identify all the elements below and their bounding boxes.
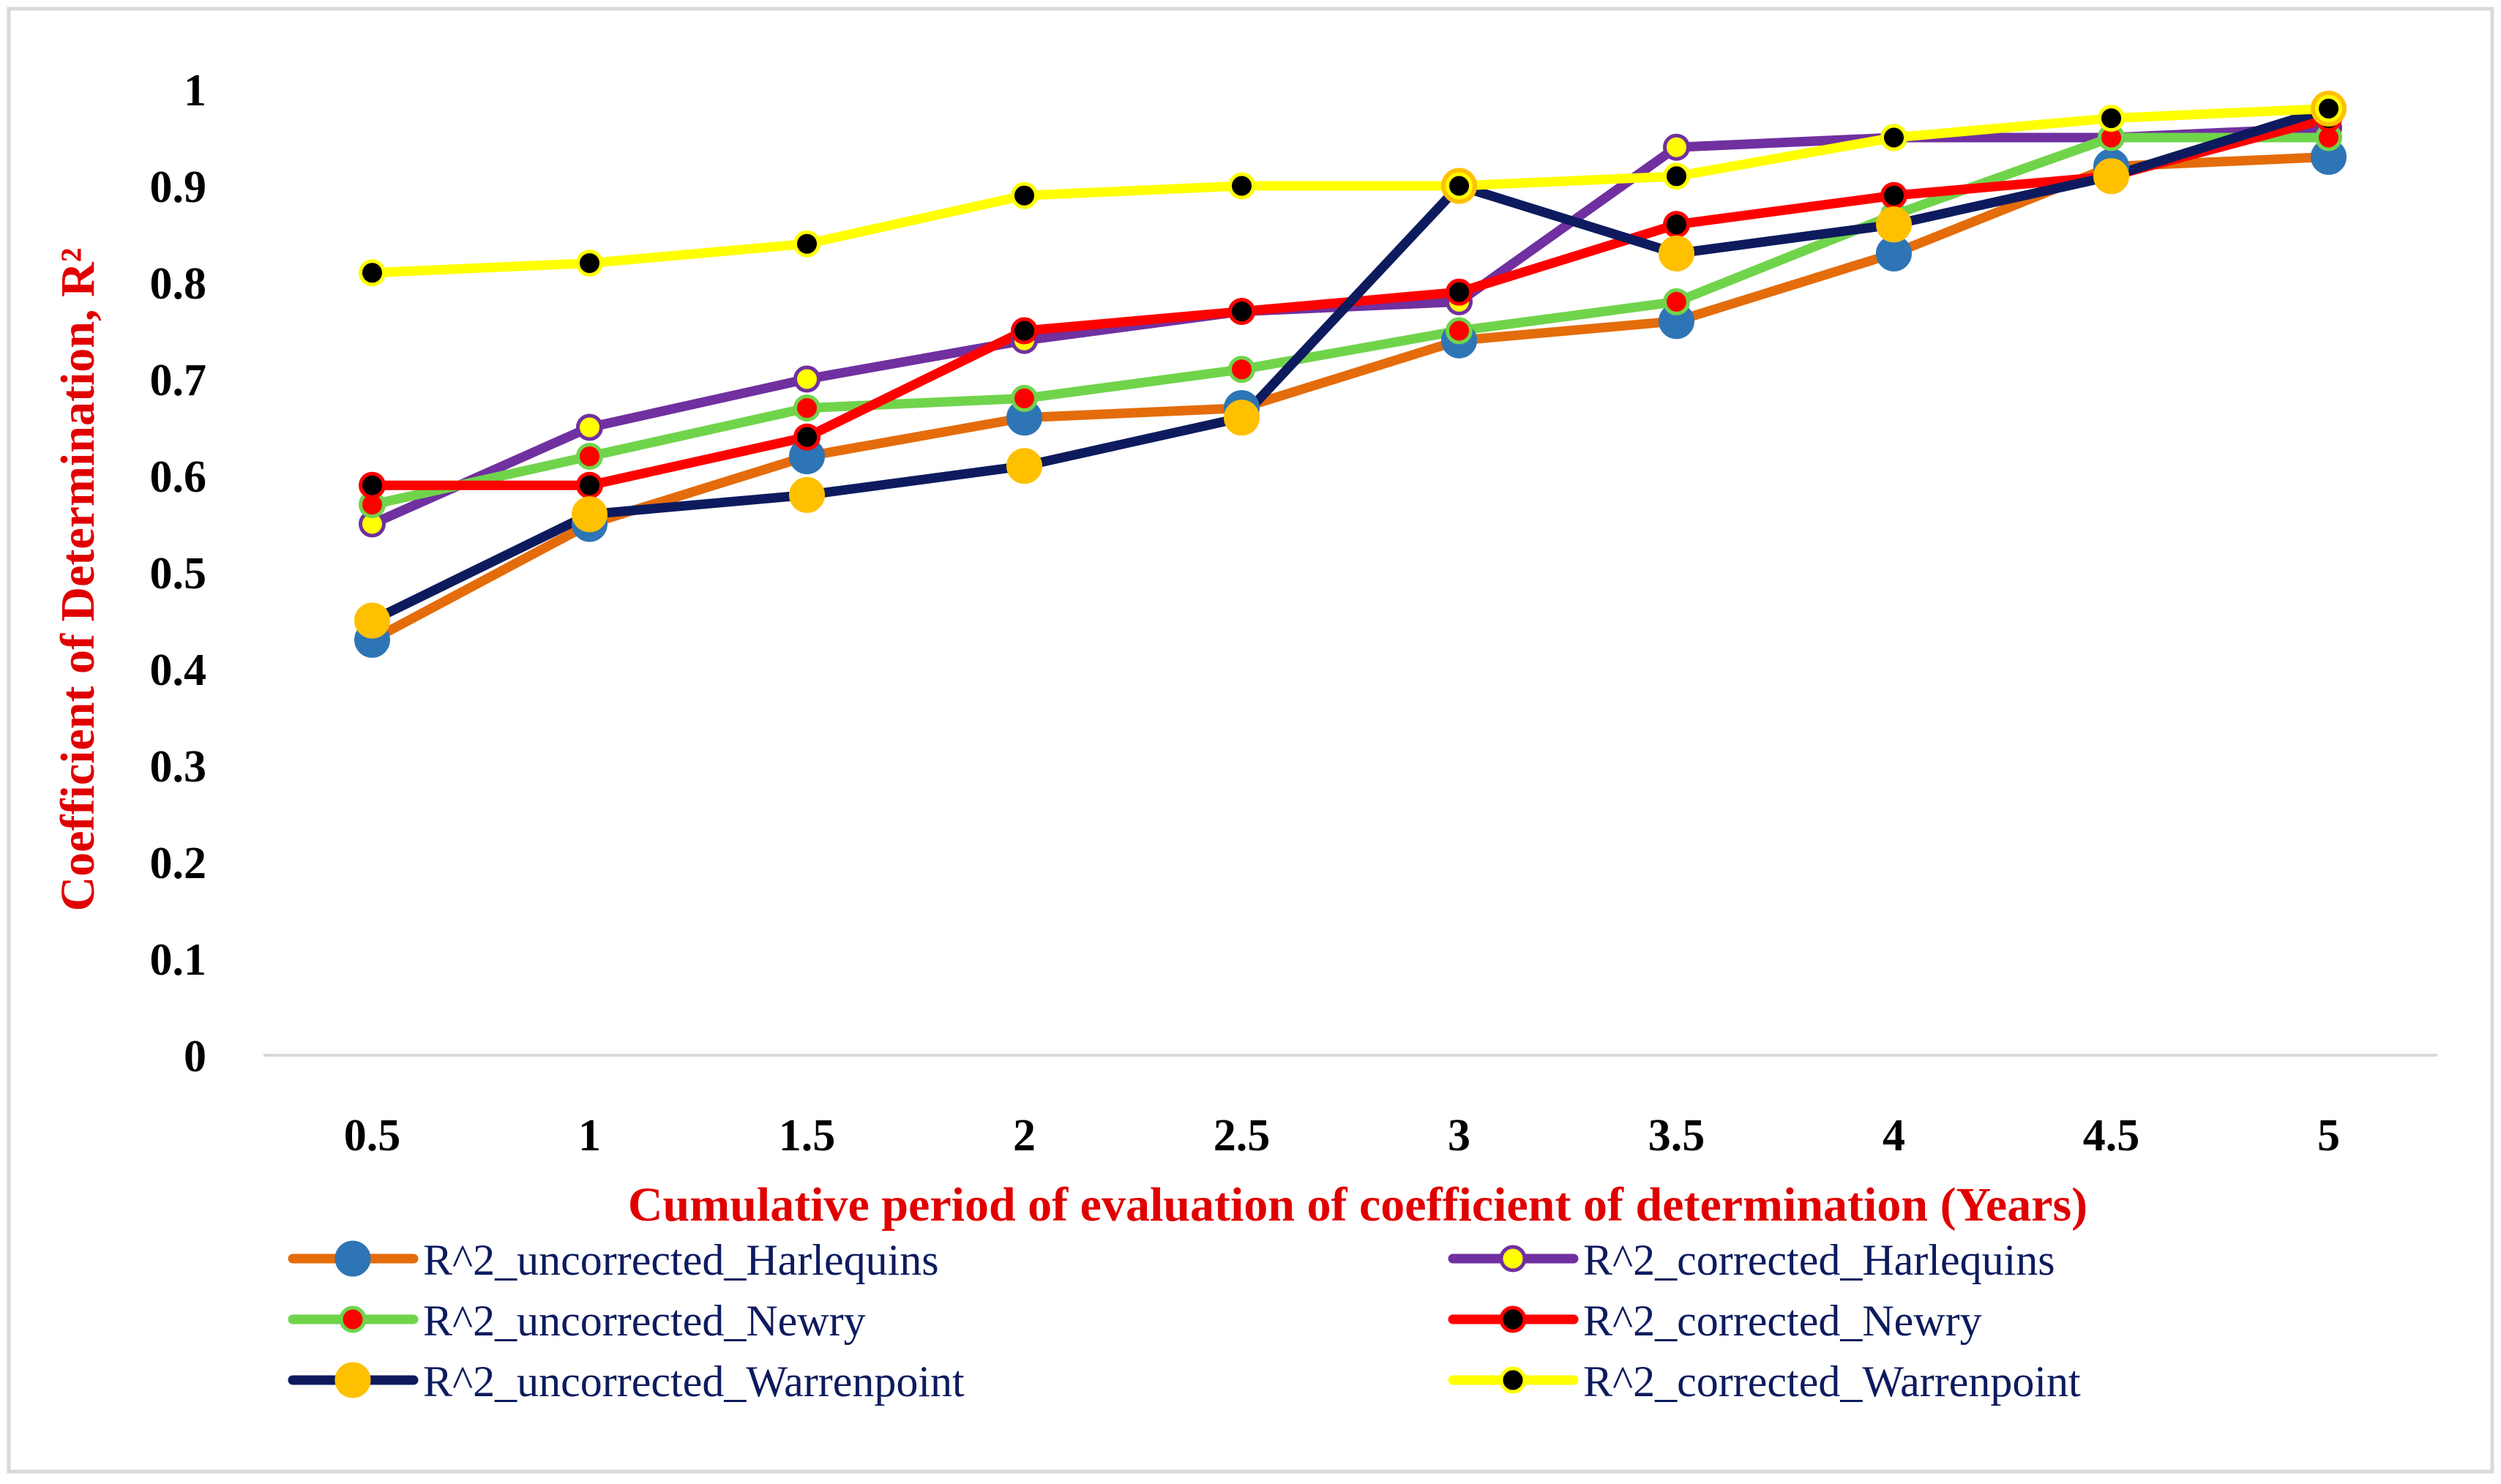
data-point	[2315, 94, 2342, 122]
data-point	[1446, 278, 1473, 306]
x-axis-label: Cumulative period of evaluation of coeff…	[628, 1178, 2087, 1232]
y-tick-label: 1	[184, 66, 206, 116]
data-point	[1011, 317, 1038, 345]
data-point	[1446, 317, 1473, 345]
y-tick-label: 0	[184, 1032, 206, 1082]
data-point	[1880, 124, 1907, 151]
y-tick-label: 0.7	[150, 356, 207, 405]
chart-frame	[7, 7, 2494, 1474]
y-tick-label: 0.9	[150, 162, 207, 212]
legend-item: R^2_uncorrected_Newry	[288, 1297, 866, 1345]
data-point	[1446, 172, 1473, 200]
data-point	[793, 230, 820, 258]
data-point	[354, 602, 390, 639]
legend-marker	[1499, 1245, 1527, 1273]
data-point	[1228, 298, 1255, 326]
data-point	[1228, 356, 1255, 383]
data-point	[2098, 105, 2125, 132]
data-point	[793, 365, 820, 393]
data-point	[1663, 162, 1690, 190]
data-point	[359, 471, 386, 499]
data-point	[1228, 172, 1255, 200]
legend-label: R^2_uncorrected_Harlequins	[423, 1236, 939, 1284]
legend-label: R^2_corrected_Harlequins	[1583, 1236, 2055, 1284]
data-point	[1663, 133, 1690, 161]
legend-label: R^2_corrected_Newry	[1583, 1297, 1982, 1345]
legend-marker	[334, 1240, 371, 1277]
series-markers	[354, 90, 2347, 658]
x-tick-label: 4.5	[2083, 1111, 2140, 1161]
data-point	[576, 443, 603, 471]
x-tick-label: 2.5	[1214, 1111, 1271, 1161]
y-tick-label: 0.8	[150, 259, 207, 309]
series-line-0	[367, 151, 2333, 645]
data-point	[1011, 384, 1038, 412]
data-point	[572, 496, 608, 533]
y-tick-label: 0.1	[150, 935, 207, 985]
data-point	[1659, 235, 1694, 271]
legend-item: R^2_corrected_Harlequins	[1448, 1236, 2055, 1284]
legend-label: R^2_corrected_Warrenpoint	[1583, 1357, 2081, 1406]
y-tick-label: 0.2	[150, 839, 207, 888]
data-point	[1876, 206, 1912, 243]
legend-item: R^2_corrected_Warrenpoint	[1448, 1357, 2081, 1406]
data-point	[793, 423, 820, 451]
legend-label: R^2_uncorrected_Warrenpoint	[423, 1357, 965, 1406]
legend-item: R^2_uncorrected_Harlequins	[288, 1236, 939, 1284]
legend: R^2_uncorrected_Harlequins R^2_corrected_…	[288, 1236, 2081, 1406]
legend-marker	[334, 1362, 371, 1398]
data-point	[1011, 181, 1038, 209]
y-tick-label: 0.4	[150, 645, 207, 695]
data-point	[1224, 400, 1260, 436]
data-point	[1006, 448, 1042, 484]
x-tick-label: 4	[1883, 1111, 1905, 1161]
data-point	[1880, 181, 1907, 209]
series-line-5	[367, 103, 2333, 278]
data-point	[1663, 288, 1690, 315]
data-point	[576, 250, 603, 277]
data-point	[793, 394, 820, 422]
series-line-4	[367, 103, 2333, 626]
y-tick-label: 0.6	[150, 452, 207, 502]
y-tick-label: 0.3	[150, 742, 207, 792]
x-tick-label: 1.5	[779, 1111, 836, 1161]
x-axis-ticks: 0.5 1 1.5 2 2.5 3 3.5 4 4.5 5	[344, 1111, 2340, 1161]
data-point	[789, 476, 825, 513]
series-lines	[367, 103, 2333, 645]
legend-item: R^2_corrected_Newry	[1448, 1297, 1982, 1345]
data-point	[2093, 158, 2129, 195]
x-tick-label: 3.5	[1648, 1111, 1705, 1161]
data-point	[576, 413, 603, 441]
x-tick-label: 3	[1448, 1111, 1470, 1161]
legend-marker	[1499, 1305, 1527, 1333]
x-tick-label: 5	[2317, 1111, 2340, 1161]
y-tick-label: 0.5	[150, 549, 207, 599]
series-line-2	[367, 132, 2333, 510]
legend-marker	[339, 1305, 367, 1333]
x-tick-label: 1	[578, 1111, 601, 1161]
y-axis-ticks: 0 0.1 0.2 0.3 0.4 0.5 0.6 0.7 0.8 0.9 1	[150, 66, 207, 1082]
y-axis-label: Coefficient of Determination, R²	[51, 248, 105, 912]
x-tick-label: 2	[1013, 1111, 1036, 1161]
x-tick-label: 0.5	[344, 1111, 401, 1161]
data-point	[359, 259, 386, 287]
legend-marker	[1499, 1366, 1527, 1394]
legend-item: R^2_uncorrected_Warrenpoint	[288, 1357, 965, 1406]
legend-label: R^2_uncorrected_Newry	[423, 1297, 866, 1345]
data-point	[576, 471, 603, 499]
data-point	[1663, 211, 1690, 239]
